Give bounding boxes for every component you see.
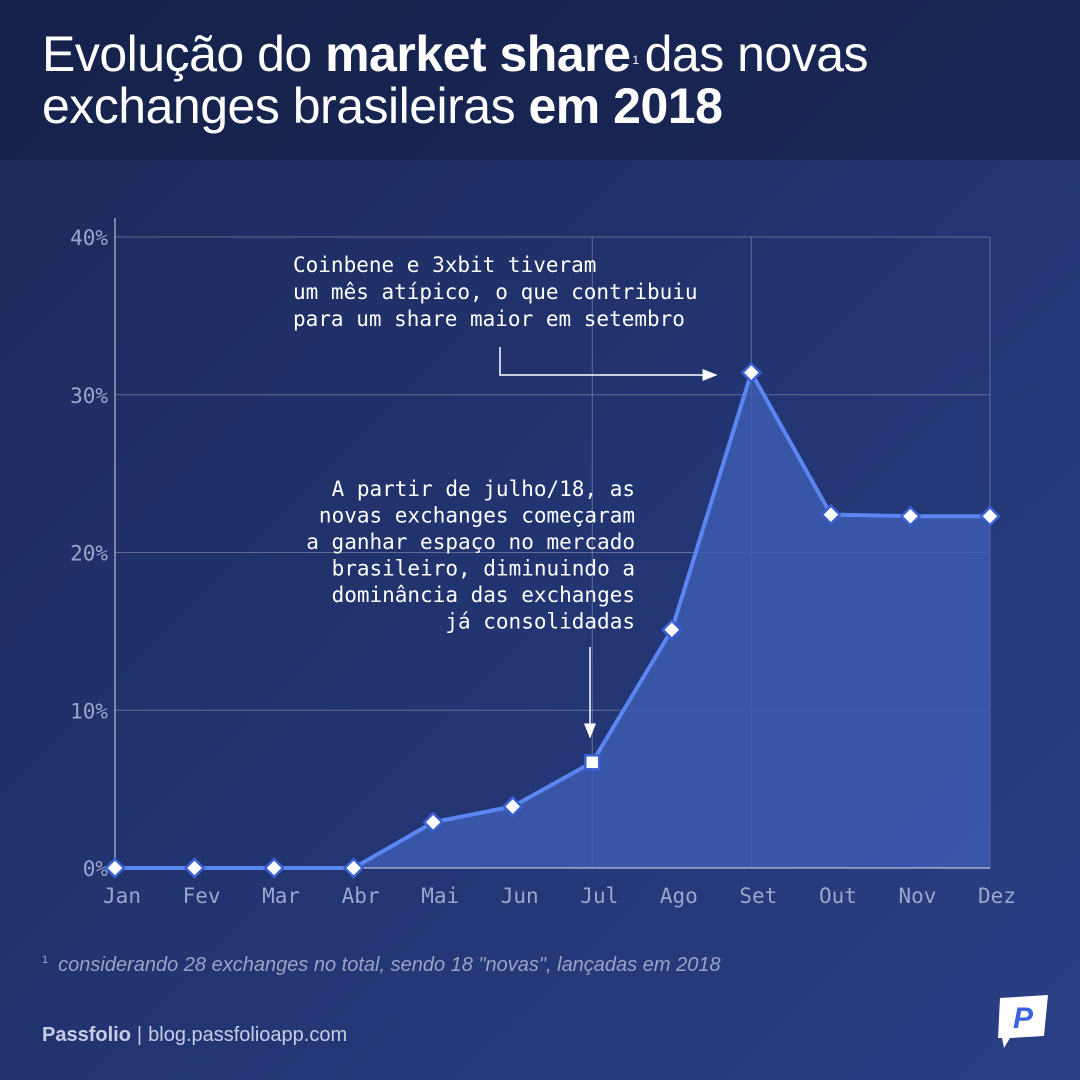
annotation-text-line: um mês atípico, o que contribuiu [293, 280, 698, 304]
x-tick-label: Out [819, 884, 857, 908]
series-area [115, 372, 990, 868]
page-title: Evolução do market share 1 das novas excha… [42, 28, 1080, 132]
x-tick-label: Abr [342, 884, 380, 908]
x-tick-label: Set [739, 884, 777, 908]
y-tick-label: 20% [70, 542, 108, 566]
x-tick-label: Dez [978, 884, 1016, 908]
annotation-text-line: dominância das exchanges [332, 583, 635, 607]
footnote: 1 considerando 28 exchanges no total, sen… [42, 954, 721, 977]
data-point-marker [740, 361, 763, 384]
data-point-marker [342, 857, 365, 879]
x-tick-label: Mai [421, 884, 459, 908]
data-point-marker [820, 503, 842, 526]
annotation-text-line: para um share maior em setembro [293, 307, 685, 331]
y-tick-label: 30% [70, 384, 108, 408]
passfolio-logo-icon: P [998, 995, 1048, 1048]
title-part1: Evolução do [42, 26, 326, 82]
annotation-text-line: A partir de julho/18, as [332, 477, 635, 501]
annotation-arrow [499, 347, 718, 381]
series-line [115, 370, 990, 870]
annotation-text-line: novas exchanges começaram [319, 504, 635, 528]
annotation-text-line: Coinbene e 3xbit tiveram [293, 253, 596, 277]
data-point-marker [979, 505, 1001, 527]
annotation-text-line: a ganhar espaço no mercado [306, 530, 635, 554]
data-point-marker [501, 795, 524, 818]
y-tick-label: 0% [83, 857, 109, 881]
footer-brand: Passfolio [42, 1024, 131, 1046]
x-tick-label: Ago [660, 884, 698, 908]
y-tick-label: 10% [70, 699, 108, 723]
title-bold-year: em 2018 [528, 78, 723, 134]
x-tick-label: Jul [580, 884, 618, 908]
market-share-chart: 0% 10% 20% 30% 40% Jan Fev Mar Abr Mai Jun Jul Ago Se… [70, 226, 1016, 908]
data-point-marker [422, 811, 444, 834]
title-part2: das novas exchanges brasileiras [42, 26, 869, 134]
annotation-text-line: já consolidadas [445, 610, 635, 634]
annotation-text-line: brasileiro, diminuindo a [332, 557, 635, 581]
title-footnote-mark: 1 [632, 53, 639, 67]
x-tick-label: Fev [183, 884, 221, 908]
data-point-marker [104, 857, 126, 879]
x-tick-label: Jan [103, 884, 141, 908]
x-tick-label: Nov [898, 884, 936, 908]
title-band [0, 0, 1080, 160]
footer-separator: | [136, 1024, 143, 1046]
data-point-marker [263, 857, 285, 879]
data-point-marker [584, 754, 601, 771]
x-tick-label: Mar [262, 884, 300, 908]
logo-letter: P [1013, 1002, 1034, 1035]
data-point-marker [661, 619, 683, 641]
data-point-marker [183, 857, 206, 879]
title-bold-market-share: market share [325, 26, 631, 82]
footer-url: blog.passfolioapp.com [148, 1024, 348, 1046]
data-point-marker [899, 505, 922, 527]
footnote-mark: 1 [42, 954, 49, 966]
y-tick-label: 40% [70, 226, 108, 250]
footnote-text: considerando 28 exchanges no total, send… [58, 954, 721, 976]
footer: Passfolio | blog.passfolioapp.com [42, 1024, 347, 1047]
x-tick-label: Jun [501, 884, 539, 908]
